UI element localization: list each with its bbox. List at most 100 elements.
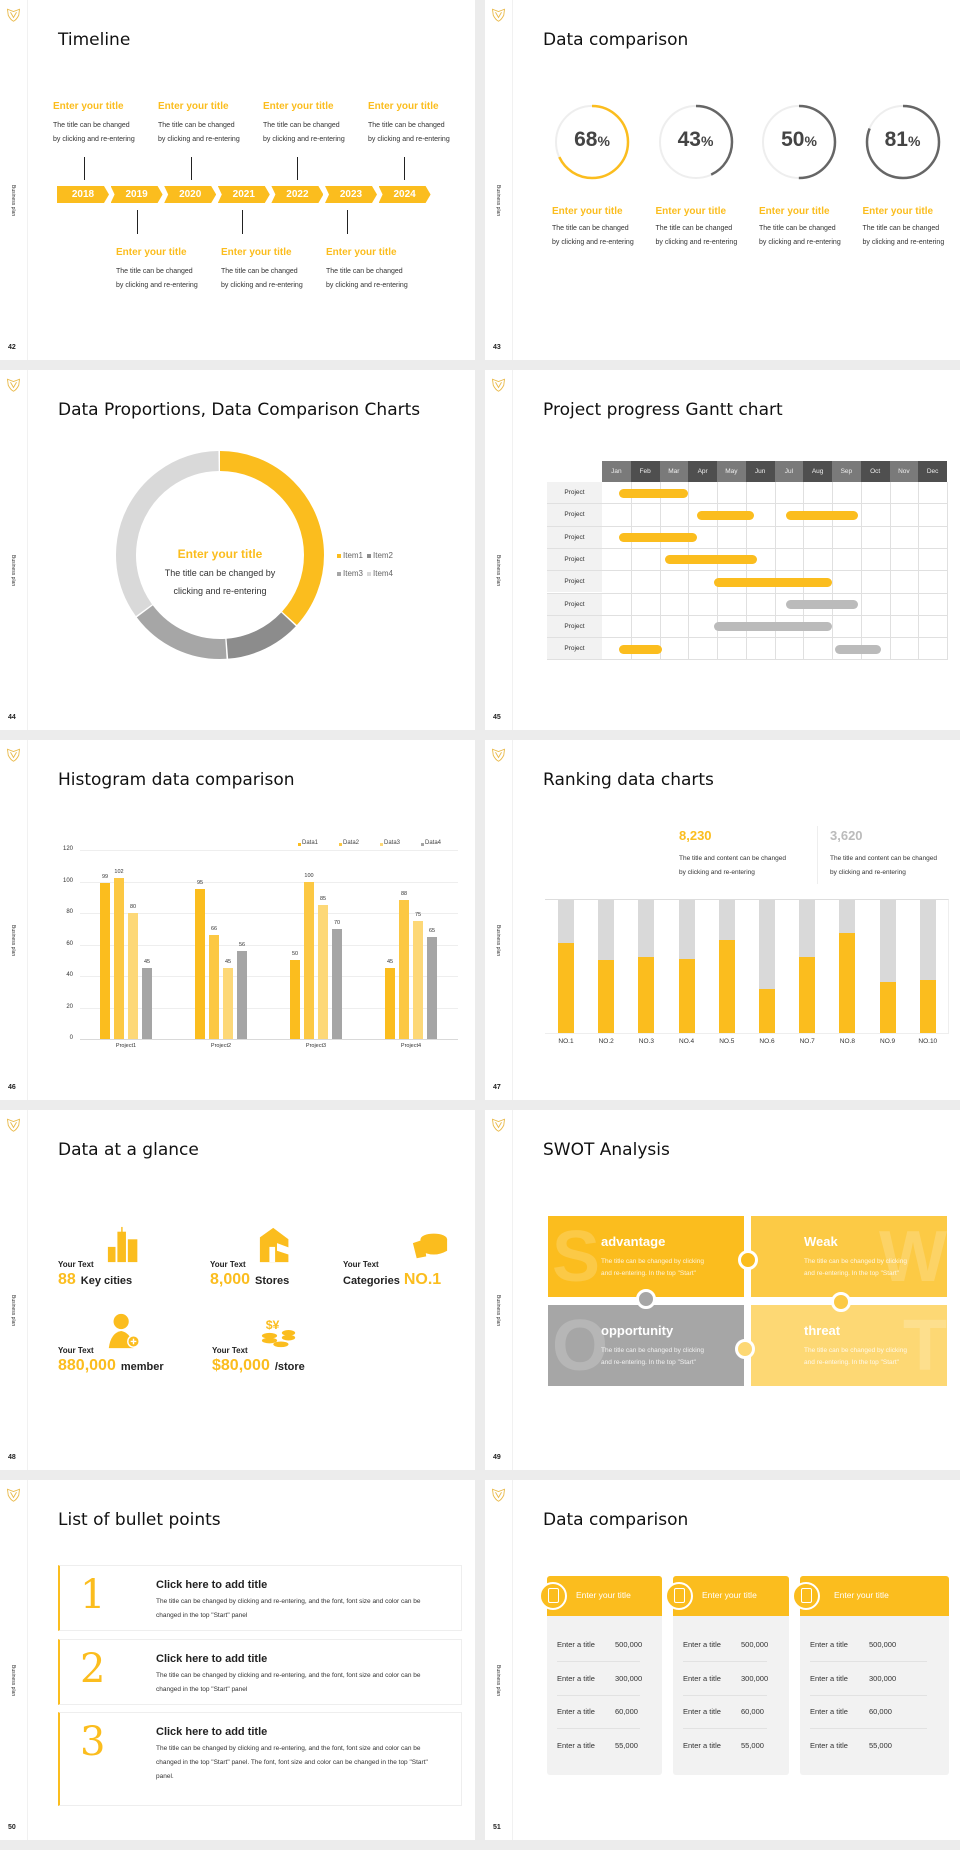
gantt-row-label: Project — [547, 615, 602, 638]
card-row: Enter a title 60,000 — [683, 1695, 767, 1729]
slide-side-strip — [0, 0, 28, 360]
item-desc: by clicking and re-entering — [552, 239, 634, 246]
slide-51[interactable]: Business plan 51 Data comparison Enter your… — [485, 1480, 960, 1840]
item-suffix: Key cities — [80, 1275, 133, 1287]
slide-43[interactable]: Business plan 43 Data comparison 68% Enter y… — [485, 0, 960, 360]
slide-50[interactable]: Business plan 50 List of bullet points 1 Cli… — [0, 1480, 475, 1840]
row-value: 55,000 — [741, 1740, 764, 1750]
gantt-bar[interactable] — [696, 510, 755, 520]
swot-weak[interactable]: W Weak The title can be changed by clickin… — [751, 1216, 947, 1297]
connector-line — [347, 210, 348, 234]
gantt-row-line — [547, 592, 947, 594]
data-label: 45 — [224, 959, 232, 966]
legend-label: Item3 — [343, 569, 364, 578]
slide-46[interactable]: Business plan 46 Histogram data comparison… — [0, 740, 475, 1100]
data-label: 99 — [101, 874, 109, 881]
gantt-bar[interactable] — [786, 510, 858, 520]
slide-side-strip — [485, 0, 513, 360]
gantt-bar[interactable] — [665, 555, 758, 565]
percent-number: 50 — [781, 128, 805, 151]
item-number: 88 — [58, 1271, 76, 1288]
timeline-item-title: Enter your title — [221, 247, 292, 258]
row-value: 500,000 — [741, 1640, 769, 1649]
bullet-item[interactable]: 2 Click here to add title The title can be… — [58, 1639, 462, 1705]
rank-bar-remainder — [638, 900, 655, 958]
slide-48[interactable]: Business plan 48 Data at a glance Your Text… — [0, 1110, 475, 1470]
slide-45[interactable]: Business plan 45 Project progress Gantt ch… — [485, 370, 960, 730]
slide-47[interactable]: Business plan 47 Ranking data charts 8,230 T… — [485, 740, 960, 1100]
slide-44[interactable]: Business plan 44 Data Proportions, Data Co… — [0, 370, 475, 730]
page-number: 49 — [493, 1454, 501, 1461]
bullet-item[interactable]: 3 Click here to add title The title can be… — [58, 1712, 462, 1806]
bullet-title: Click here to add title — [156, 1726, 268, 1738]
gantt-row-label: Project — [547, 526, 602, 548]
donut-slice-item1 — [116, 451, 324, 659]
item-number: 8,000 — [210, 1271, 251, 1288]
gantt-bar[interactable] — [834, 644, 881, 654]
swot-heading: advantage — [601, 1234, 666, 1249]
sidebar-label: Business plan — [495, 1295, 501, 1327]
card-header: Enter your title — [665, 1576, 789, 1616]
bar-data3-project3 — [318, 905, 328, 1039]
brand-logo-icon — [6, 1488, 21, 1502]
timeline-item-desc: by clicking and re-entering — [368, 136, 450, 143]
gridline — [80, 850, 458, 851]
rank-bar-remainder — [759, 900, 775, 990]
rank-bar-no.4 — [678, 958, 695, 1033]
timeline-item-title: Enter your title — [263, 101, 334, 112]
rank-label: NO.8 — [839, 1038, 855, 1045]
team-icon — [792, 1582, 820, 1610]
gantt-bar[interactable] — [619, 488, 689, 498]
item-number: $80,000 — [212, 1357, 270, 1374]
gantt-bar[interactable] — [786, 600, 858, 609]
slide-title: Data comparison — [543, 1510, 689, 1530]
slide-title: Data at a glance — [58, 1140, 199, 1160]
card-title: Enter your title — [834, 1590, 889, 1600]
rank-label: NO.1 — [558, 1038, 574, 1045]
bar-data3-project4 — [413, 920, 423, 1039]
page-number: 48 — [8, 1454, 16, 1461]
sidebar-label: Business plan — [495, 185, 501, 217]
bar-data1-project1 — [100, 883, 110, 1039]
gantt-bar[interactable] — [619, 533, 697, 543]
y-tick-label: 60 — [66, 940, 73, 947]
gantt-bar[interactable] — [714, 577, 832, 587]
percent-unit: % — [597, 133, 610, 149]
x-category-label: Project2 — [210, 1043, 232, 1049]
item-desc: The title can be changed — [862, 225, 940, 232]
data-label: 45 — [143, 959, 151, 966]
progress-ring — [865, 104, 940, 180]
rank-bar-no.10 — [919, 979, 936, 1033]
page-number: 43 — [493, 344, 501, 351]
y-tick-label: 100 — [62, 877, 73, 884]
row-label: Enter a title — [683, 1707, 721, 1716]
brand-logo-icon — [6, 748, 21, 762]
bullet-desc: The title can be changed by clicking and… — [156, 1745, 428, 1780]
timeline-year-2022: 2022 — [271, 186, 323, 203]
swot-letter: S — [552, 1217, 601, 1297]
gantt-bar[interactable] — [714, 622, 832, 632]
ring-progress — [761, 104, 837, 180]
gantt-bar[interactable] — [619, 644, 663, 654]
bullet-item[interactable]: 1 Click here to add title The title can be… — [58, 1565, 462, 1631]
bullet-number: 2 — [80, 1646, 106, 1692]
card-row: Enter a title 300,000 — [683, 1662, 768, 1696]
timeline-year-2018: 2018 — [57, 186, 109, 203]
slide-42[interactable]: Business plan 42 Timeline 2018 2019 2020 2021 2… — [0, 0, 475, 360]
swot-desc: The title can be changed by clicking and … — [601, 1345, 704, 1369]
page-number: 42 — [8, 344, 16, 351]
slide-side-strip — [0, 370, 28, 730]
logo-shape — [6, 1118, 21, 1132]
gantt-grid-line — [774, 482, 776, 661]
bar-data2-project4 — [399, 900, 409, 1039]
puzzle-knob — [831, 1292, 851, 1312]
percent-unit: % — [804, 133, 817, 149]
gantt-month-aug: Aug — [803, 461, 832, 482]
bar-data3-project2 — [223, 968, 233, 1039]
connector-line — [297, 157, 298, 180]
row-value: 55,000 — [615, 1740, 638, 1750]
